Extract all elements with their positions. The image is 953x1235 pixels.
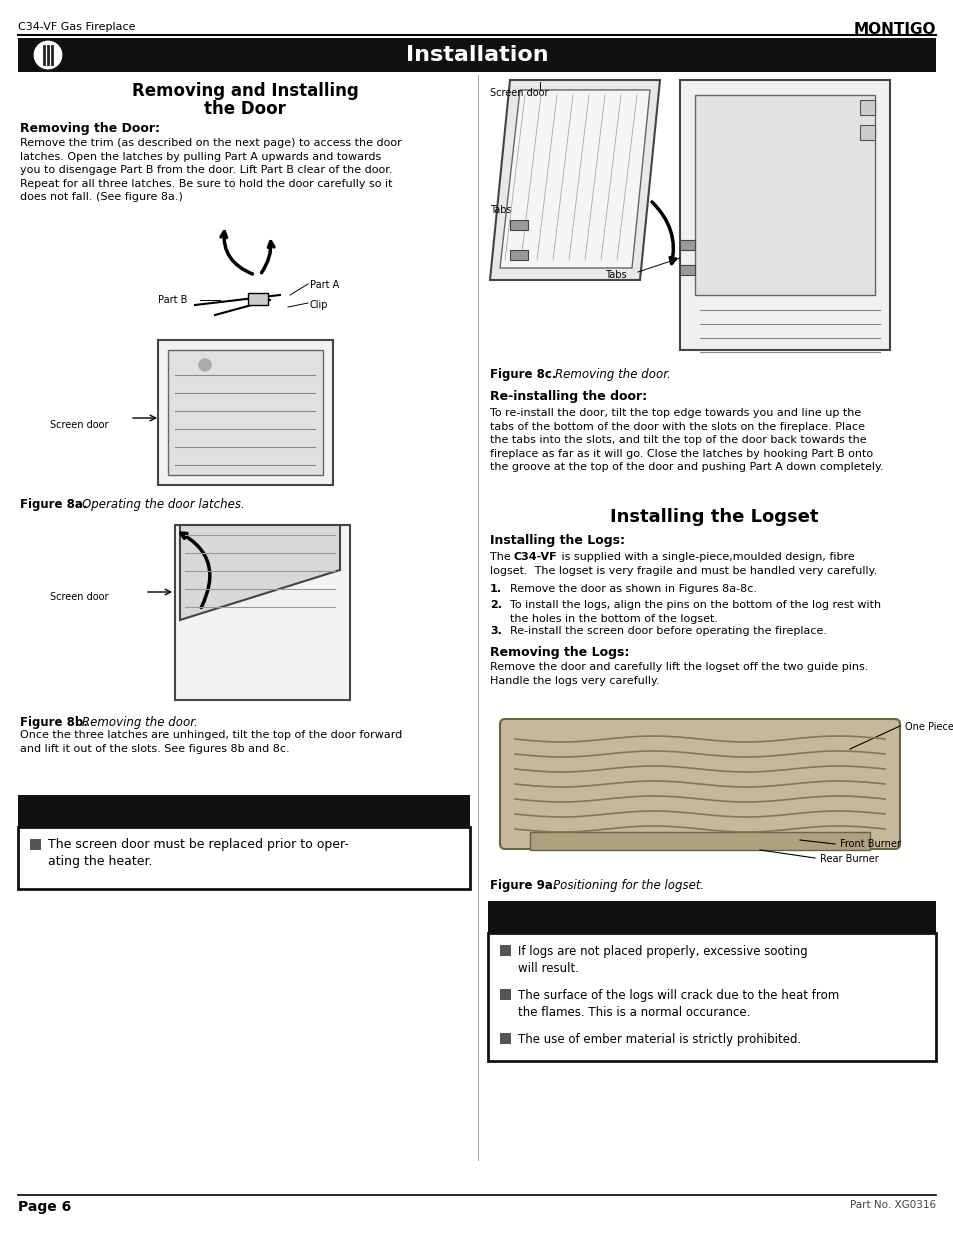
Text: logset.  The logset is very fragile and must be handled very carefully.: logset. The logset is very fragile and m… [490,566,877,576]
Bar [510,249,527,261]
Text: The: The [490,552,514,562]
Text: the Door: the Door [204,100,286,119]
Bar [695,95,874,295]
Text: If logs are not placed properly, excessive sooting
will result.: If logs are not placed properly, excessi… [517,945,807,974]
Text: Front Burner: Front Burner [840,839,900,848]
Text: C34-VF: C34-VF [514,552,558,562]
Text: 2.: 2. [490,600,501,610]
Bar [168,350,323,475]
Bar [499,989,511,1000]
Text: Installing the Logs:: Installing the Logs: [490,534,624,547]
Text: Removing the Logs:: Removing the Logs: [490,646,629,659]
Bar [679,266,695,275]
Text: Figure 8a.: Figure 8a. [20,498,88,511]
Text: Re-installing the door:: Re-installing the door: [490,390,646,403]
Text: Rear Burner: Rear Burner [820,853,878,864]
Text: Page 6: Page 6 [18,1200,71,1214]
Text: Installing the Logset: Installing the Logset [609,508,818,526]
Text: Tabs: Tabs [490,205,511,215]
Bar [18,827,470,889]
Bar [499,1032,511,1044]
Bar [510,220,527,230]
Text: Removing the Door:: Removing the Door: [20,122,160,135]
Polygon shape [490,80,659,280]
Text: Figure 9a.: Figure 9a. [490,879,557,892]
Text: Part No. XG0316: Part No. XG0316 [849,1200,935,1210]
Text: Figure 8c.: Figure 8c. [490,368,556,382]
Bar [859,125,874,140]
Text: 3.: 3. [490,626,501,636]
Text: Figure 8b.: Figure 8b. [20,716,88,729]
Text: Clip: Clip [310,300,328,310]
Circle shape [199,359,211,370]
Text: 1.: 1. [490,584,501,594]
Bar [679,80,889,350]
Text: Removing the door.: Removing the door. [555,368,670,382]
Bar [158,340,333,485]
Text: Re-install the screen door before operating the fireplace.: Re-install the screen door before operat… [510,626,826,636]
FancyBboxPatch shape [499,719,899,848]
Text: Tabs: Tabs [604,270,626,280]
Text: Screen door: Screen door [50,420,109,430]
Text: One Piece Logset: One Piece Logset [904,722,953,732]
Text: Remove the door and carefully lift the logset off the two guide pins.
Handle the: Remove the door and carefully lift the l… [490,662,867,685]
Text: C34-VF Gas Fireplace: C34-VF Gas Fireplace [18,22,135,32]
Bar [18,795,470,827]
Bar [248,293,268,305]
Text: Screen door: Screen door [50,592,109,601]
Text: Part B: Part B [158,295,187,305]
Text: Positioning for the logset.: Positioning for the logset. [553,879,703,892]
Text: Installation: Installation [405,44,548,65]
Text: To install the logs, align the pins on the bottom of the log rest with
the holes: To install the logs, align the pins on t… [510,600,881,624]
Bar [859,100,874,115]
Bar [499,945,511,956]
Bar [30,839,41,850]
Bar [174,525,350,700]
Text: Caution:: Caution: [205,802,283,820]
Circle shape [35,42,61,68]
Bar [488,932,935,1061]
Bar [488,902,935,932]
Text: Once the three latches are unhinged, tilt the top of the door forward
and lift i: Once the three latches are unhinged, til… [20,730,402,753]
Bar [530,832,869,850]
Bar [18,38,935,72]
Text: Remove the door as shown in Figures 8a-8c.: Remove the door as shown in Figures 8a-8… [510,584,757,594]
Text: Removing the door.: Removing the door. [82,716,197,729]
Text: MONTIGO: MONTIGO [853,22,935,37]
Text: Removing and Installing: Removing and Installing [132,82,358,100]
Text: Remove the trim (as described on the next page) to access the door
latches. Open: Remove the trim (as described on the nex… [20,138,401,203]
Text: Screen door: Screen door [490,88,548,98]
Text: The screen door must be replaced prior to oper-
ating the heater.: The screen door must be replaced prior t… [48,839,349,868]
Text: Part A: Part A [310,280,339,290]
Text: is supplied with a single-piece,moulded design, fibre: is supplied with a single-piece,moulded … [558,552,854,562]
Polygon shape [180,525,339,620]
Polygon shape [499,90,649,268]
Text: Operating the door latches.: Operating the door latches. [82,498,245,511]
Text: To re-install the door, tilt the top edge towards you and line up the
tabs of th: To re-install the door, tilt the top edg… [490,408,882,473]
Text: The surface of the logs will crack due to the heat from
the flames. This is a no: The surface of the logs will crack due t… [517,989,839,1019]
Text: The use of ember material is strictly prohibited.: The use of ember material is strictly pr… [517,1032,801,1046]
Bar [679,240,695,249]
Text: Cautions:: Cautions: [667,908,756,926]
